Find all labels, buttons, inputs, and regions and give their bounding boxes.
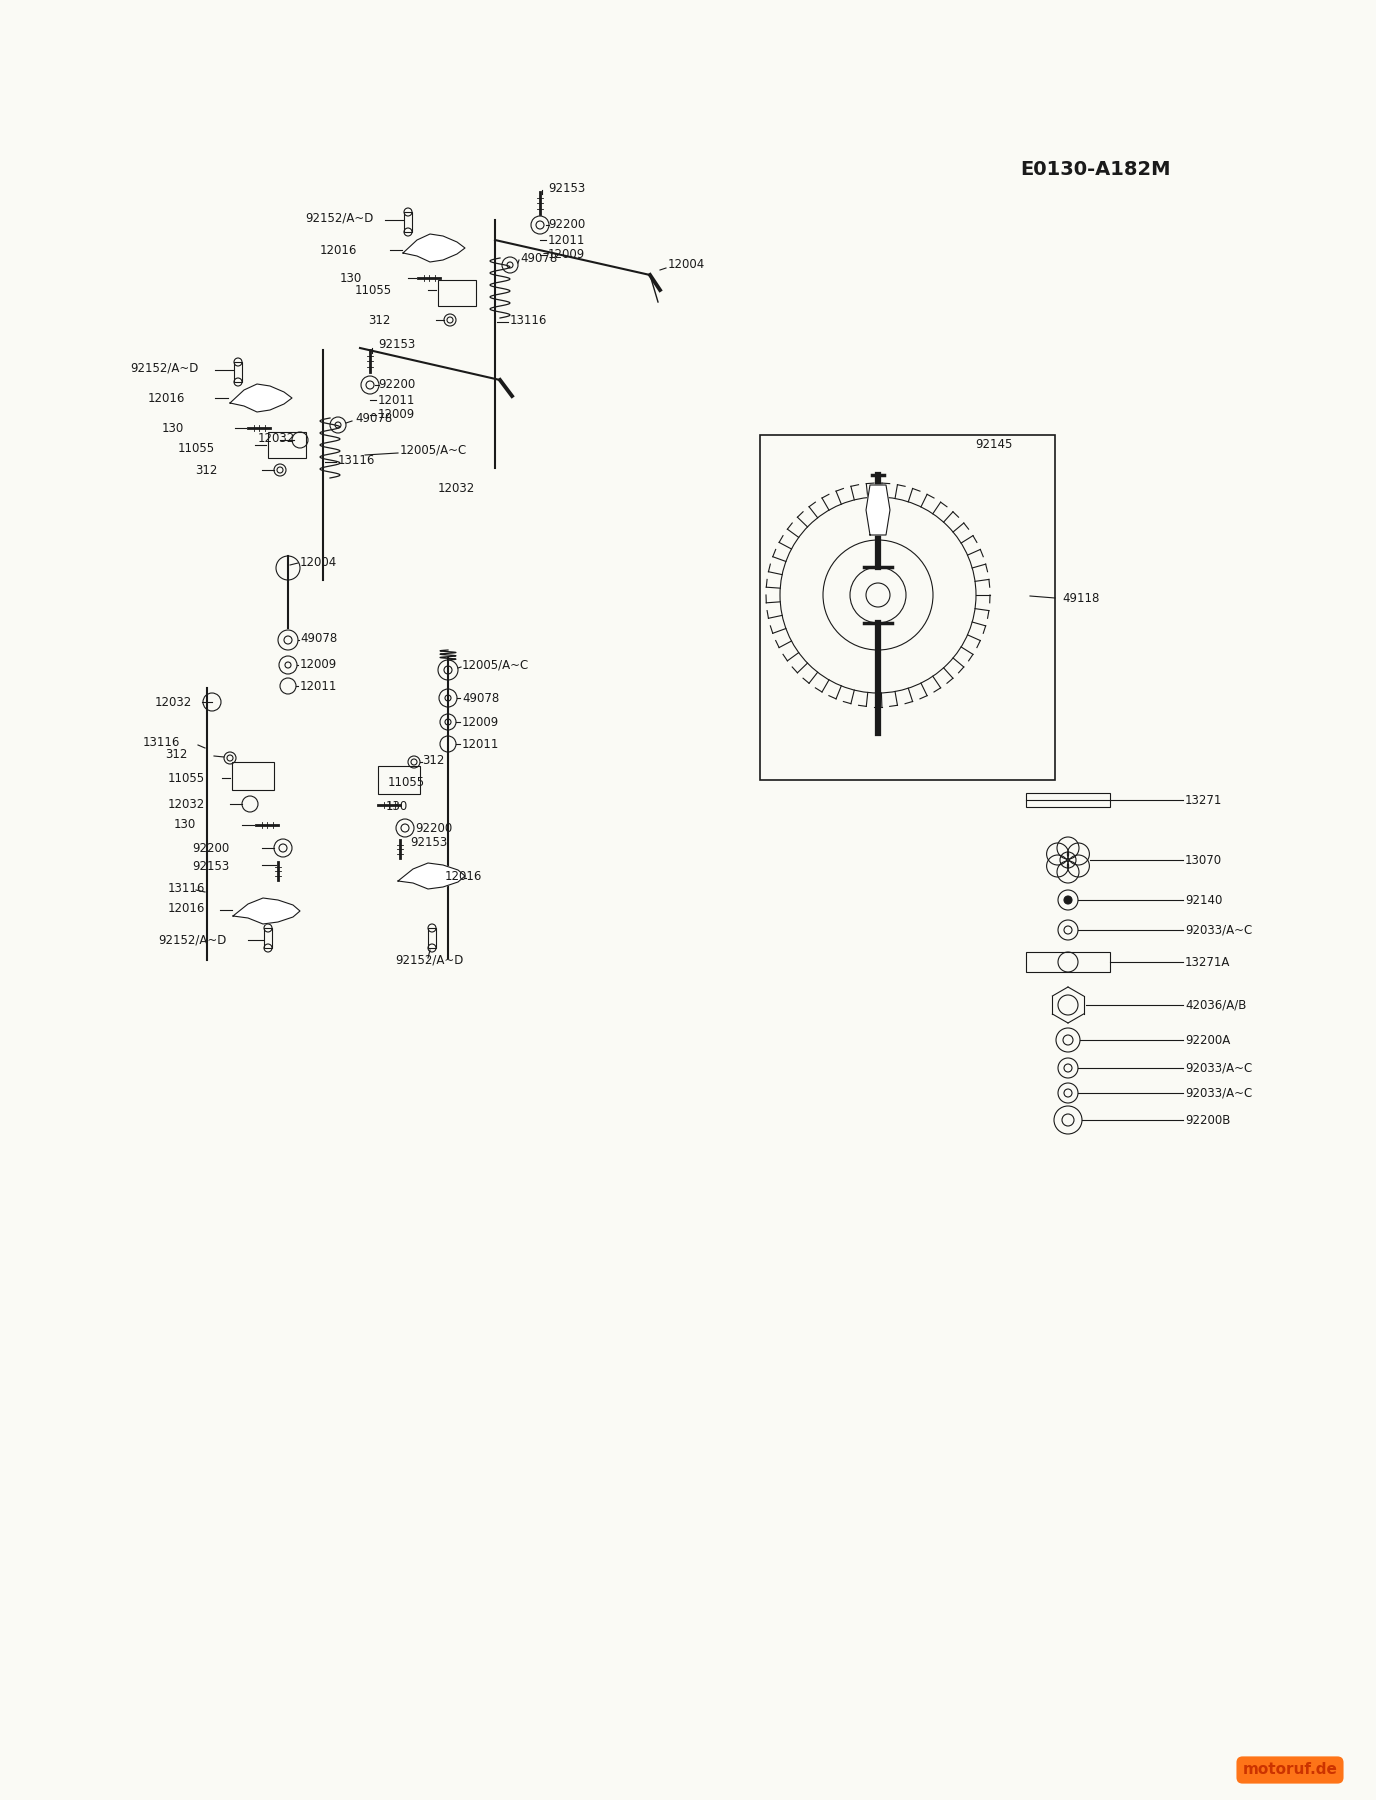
Circle shape [1064,896,1072,904]
Text: 12011: 12011 [548,234,585,247]
Polygon shape [403,234,465,263]
Text: 49078: 49078 [300,632,337,644]
Text: 92153: 92153 [378,338,416,351]
Text: 12032: 12032 [438,481,475,495]
Bar [233,761,274,790]
Text: 12016: 12016 [168,902,205,914]
Text: 92140: 92140 [1185,893,1222,907]
Bar [760,436,1055,779]
Text: 12032: 12032 [259,432,296,445]
Text: 92153: 92153 [548,182,585,194]
Text: 12009: 12009 [378,409,416,421]
Text: motoruf.de: motoruf.de [1243,1762,1337,1778]
Text: 12011: 12011 [378,394,416,407]
Text: 11055: 11055 [168,772,205,785]
Text: 130: 130 [173,819,197,832]
Text: 12032: 12032 [155,695,193,709]
Text: 130: 130 [340,272,362,284]
Text: 13116: 13116 [338,454,376,466]
Text: 92200B: 92200B [1185,1114,1230,1127]
Text: 42036/A/B: 42036/A/B [1185,999,1247,1012]
Text: E0130-A182M: E0130-A182M [1020,160,1171,178]
Text: 13116: 13116 [510,313,548,326]
Text: 92152/A~D: 92152/A~D [158,934,227,947]
Text: 12016: 12016 [321,243,358,256]
Bar [264,929,272,949]
Text: 312: 312 [195,463,217,477]
Text: 12005/A~C: 12005/A~C [462,659,530,671]
Text: 92033/A~C: 92033/A~C [1185,1062,1252,1075]
Polygon shape [398,862,465,889]
Text: 130: 130 [387,799,409,812]
Text: 12011: 12011 [300,679,337,693]
Text: 13271A: 13271A [1185,956,1230,968]
Text: 312: 312 [367,313,391,326]
Bar [234,362,242,382]
Text: 92200: 92200 [378,378,416,391]
Text: 92152/A~D: 92152/A~D [395,954,464,967]
Text: 92200: 92200 [416,821,453,835]
Text: 12009: 12009 [462,715,499,729]
Text: 92033/A~C: 92033/A~C [1185,923,1252,936]
Polygon shape [866,484,890,535]
Text: 13271: 13271 [1185,794,1222,806]
Bar [378,767,420,794]
Text: 11055: 11055 [355,283,392,297]
Text: 92200: 92200 [548,218,585,230]
Text: 12005/A~C: 12005/A~C [400,443,468,457]
Bar [268,432,305,457]
Text: 12004: 12004 [667,259,706,272]
Text: 12009: 12009 [548,248,585,261]
Text: 92200: 92200 [193,842,230,855]
Bar [1026,952,1110,972]
Text: 92153: 92153 [193,860,230,873]
Text: 49078: 49078 [520,252,557,265]
Text: 92200A: 92200A [1185,1033,1230,1046]
Text: 92152/A~D: 92152/A~D [305,212,373,225]
Bar [438,281,476,306]
Polygon shape [233,898,300,923]
Text: 49118: 49118 [1062,592,1099,605]
Text: 312: 312 [165,747,187,760]
Text: 12016: 12016 [149,392,186,405]
Bar [428,929,436,949]
Text: 92033/A~C: 92033/A~C [1185,1087,1252,1100]
Text: 13116: 13116 [143,736,180,749]
Bar [1026,794,1110,806]
Text: 49078: 49078 [462,691,499,704]
Text: 92152/A~D: 92152/A~D [129,362,198,374]
Text: 12004: 12004 [300,556,337,569]
Text: 11055: 11055 [388,776,425,788]
Text: 130: 130 [162,421,184,434]
Text: 12032: 12032 [168,797,205,810]
Text: 13116: 13116 [168,882,205,895]
Text: 11055: 11055 [178,441,215,454]
Text: 92153: 92153 [410,835,447,848]
Polygon shape [230,383,292,412]
Text: 312: 312 [422,754,444,767]
Text: 13070: 13070 [1185,853,1222,866]
Text: 12016: 12016 [444,869,483,882]
Text: 49078: 49078 [355,412,392,425]
Bar [405,212,411,232]
Text: 12011: 12011 [462,738,499,751]
Text: 12009: 12009 [300,657,337,671]
Text: 92145: 92145 [976,439,1013,452]
